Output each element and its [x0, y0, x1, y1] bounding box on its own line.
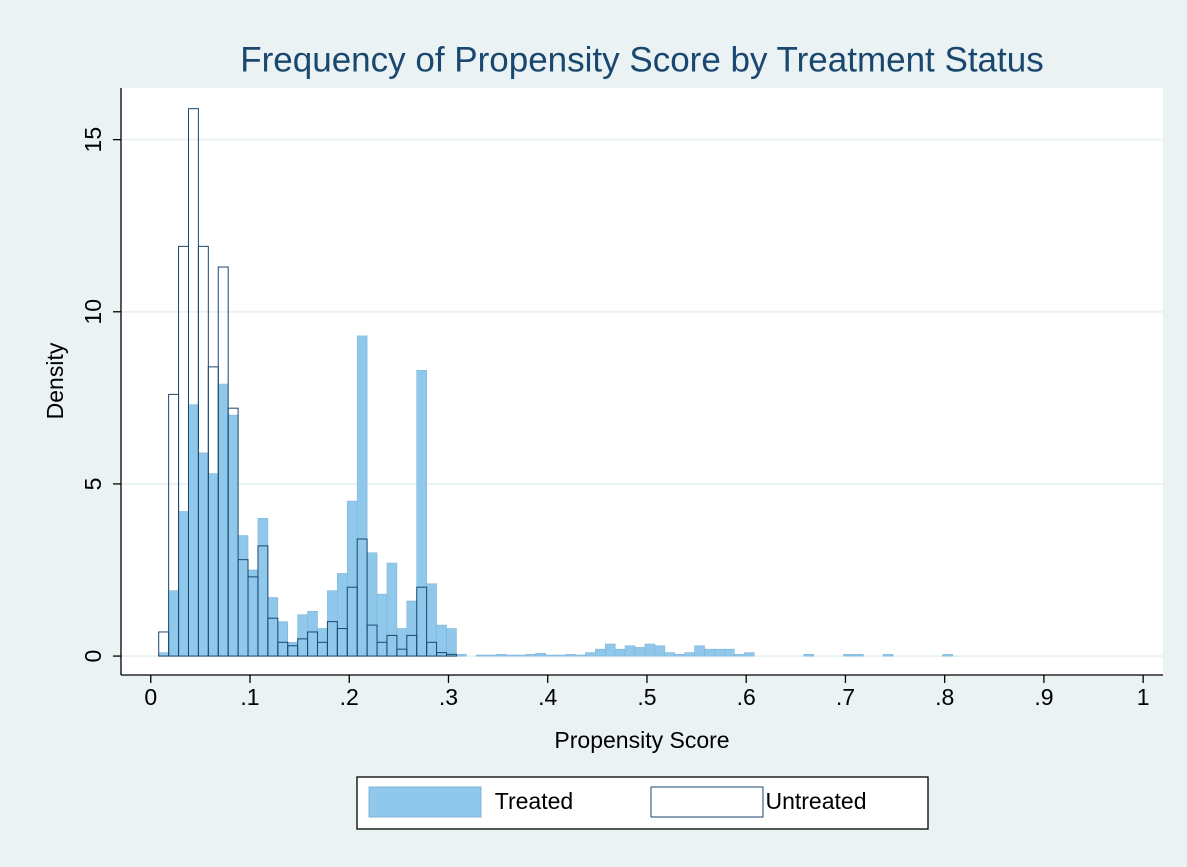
- bar: [158, 652, 169, 657]
- bar: [227, 414, 239, 657]
- y-axis-label: Density: [42, 342, 68, 419]
- bar: [346, 500, 358, 657]
- bar: [475, 654, 487, 657]
- plot-area: [121, 88, 1163, 675]
- bar: [575, 654, 586, 657]
- bar: [743, 652, 755, 657]
- bar: [664, 652, 676, 657]
- bar: [624, 645, 636, 657]
- bar: [446, 628, 457, 657]
- x-tick-label: .2: [340, 684, 359, 710]
- bar: [247, 569, 259, 657]
- bar: [456, 654, 467, 657]
- x-tick-label: .5: [637, 684, 656, 710]
- bar: [267, 597, 279, 657]
- legend-swatch: [650, 786, 764, 818]
- bar: [267, 617, 279, 657]
- bar: [614, 648, 626, 657]
- bar: [714, 648, 725, 657]
- bar: [654, 645, 666, 657]
- bar: [396, 628, 408, 657]
- x-tick-label: .3: [439, 684, 458, 710]
- x-tick-label: 0: [144, 684, 157, 710]
- bar: [684, 652, 695, 657]
- bar: [277, 621, 289, 657]
- bar: [188, 404, 199, 657]
- bar: [803, 654, 814, 657]
- x-tick-label: .9: [1034, 684, 1053, 710]
- bar: [882, 654, 894, 657]
- bar: [644, 643, 656, 657]
- bar: [356, 538, 368, 657]
- bar: [416, 586, 428, 657]
- y-tick-label: 15: [80, 127, 106, 153]
- bar: [555, 654, 566, 657]
- bar: [843, 654, 854, 657]
- bar: [356, 335, 368, 657]
- legend-swatch: [368, 786, 482, 818]
- bar: [733, 654, 745, 657]
- bar: [287, 641, 298, 657]
- bar: [446, 653, 457, 657]
- bar: [198, 452, 209, 657]
- bar: [178, 511, 189, 657]
- bar: [525, 654, 537, 657]
- x-axis-label: Propensity Score: [554, 727, 729, 753]
- bar: [585, 652, 596, 657]
- bar: [257, 518, 269, 657]
- bar: [426, 583, 437, 657]
- y-tick-label: 5: [80, 478, 106, 491]
- bar: [337, 573, 348, 657]
- legend-label: Treated: [495, 788, 573, 814]
- bar: [208, 473, 219, 657]
- bar: [595, 648, 606, 657]
- bar: [694, 645, 705, 657]
- bar: [217, 383, 229, 657]
- legend-label: Untreated: [765, 788, 866, 814]
- x-tick-label: .6: [737, 684, 756, 710]
- bar: [366, 624, 378, 657]
- bar: [853, 654, 864, 657]
- bar: [535, 653, 547, 657]
- bar: [674, 654, 685, 657]
- bar: [436, 624, 447, 657]
- bar: [505, 654, 517, 657]
- bar: [237, 535, 249, 657]
- bar: [704, 648, 715, 657]
- bar: [376, 593, 388, 657]
- bar: [634, 647, 646, 657]
- bar: [257, 545, 269, 657]
- bar: [386, 634, 398, 657]
- bar: [297, 614, 308, 657]
- x-tick-label: .8: [935, 684, 954, 710]
- bar: [545, 654, 556, 657]
- bar: [485, 654, 497, 657]
- bar: [515, 654, 527, 657]
- bar: [942, 654, 953, 657]
- x-tick-label: .4: [538, 684, 557, 710]
- bar: [307, 611, 318, 657]
- bar: [406, 600, 418, 657]
- bar: [416, 370, 427, 657]
- bar: [366, 552, 378, 657]
- bar: [227, 407, 239, 657]
- chart-title: Frequency of Propensity Score by Treatme…: [240, 40, 1043, 79]
- bar: [604, 643, 616, 657]
- bar: [724, 648, 735, 657]
- y-tick-label: 0: [80, 650, 106, 663]
- y-tick-label: 10: [80, 299, 106, 325]
- x-tick-label: .7: [836, 684, 855, 710]
- bar: [565, 654, 576, 657]
- bar: [495, 654, 507, 657]
- bar: [426, 641, 438, 657]
- x-tick-label: .1: [240, 684, 259, 710]
- x-tick-label: 1: [1137, 684, 1150, 710]
- bar: [327, 590, 338, 657]
- bar: [168, 590, 179, 657]
- bar: [386, 562, 398, 657]
